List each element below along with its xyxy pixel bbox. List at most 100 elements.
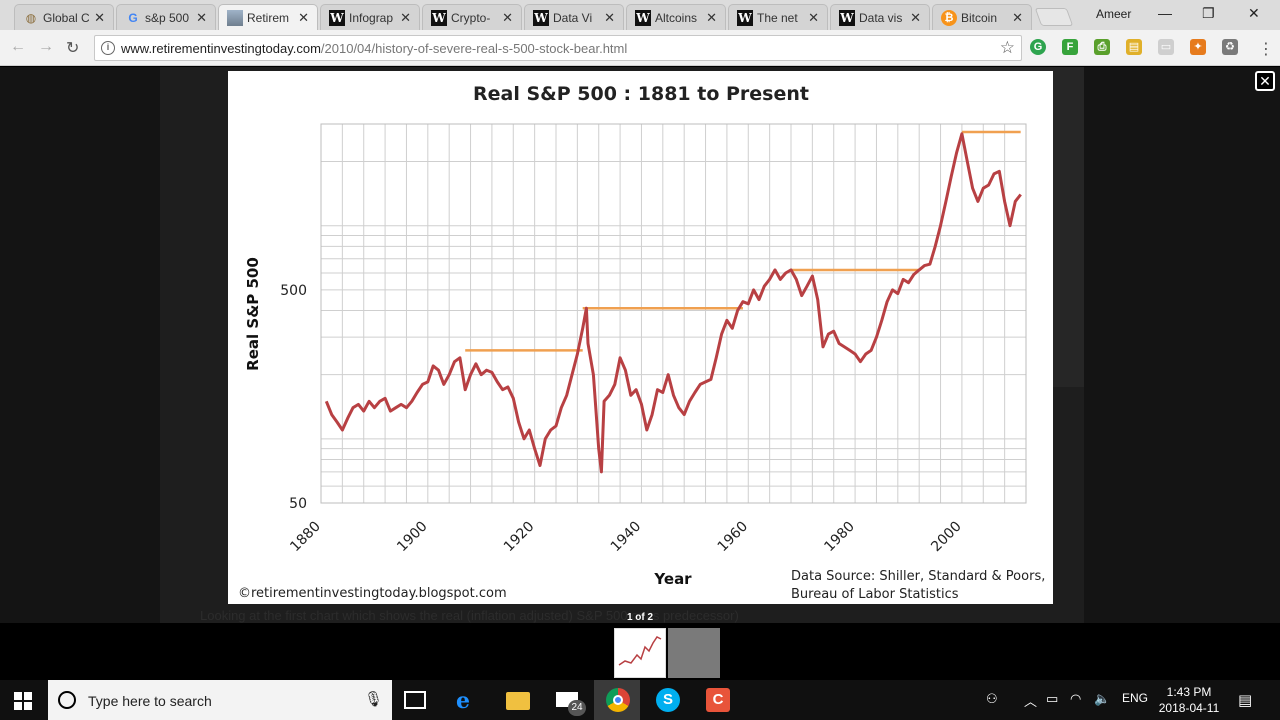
plot-area-border xyxy=(320,123,1027,504)
mail-badge: 24 xyxy=(568,700,586,716)
new-tab-button[interactable] xyxy=(1034,8,1074,26)
microphone-icon[interactable]: 🎙 xyxy=(364,691,384,708)
wifi-icon[interactable]: ◠ xyxy=(1070,691,1082,706)
system-clock[interactable]: 1:43 PM 2018-04-11 xyxy=(1152,684,1226,716)
close-window-icon[interactable]: ✕ xyxy=(1248,5,1260,21)
tab-close-icon[interactable]: ✕ xyxy=(808,10,819,25)
profile-button[interactable]: Ameer xyxy=(1096,7,1132,21)
browser-tab[interactable]: W Infograp ✕ xyxy=(320,4,420,30)
tab-close-icon[interactable]: ✕ xyxy=(94,10,105,25)
article-text: Looking at the first chart which shows t… xyxy=(200,608,739,623)
site-icon xyxy=(227,10,243,26)
tab-label: s&p 500 xyxy=(145,11,190,25)
browser-tab[interactable]: W The net ✕ xyxy=(728,4,828,30)
site-info-icon[interactable]: i xyxy=(101,41,115,55)
address-bar[interactable]: i www.retirementinvestingtoday.com/2010/… xyxy=(94,35,1022,61)
reload-icon[interactable]: ↻ xyxy=(66,40,80,57)
camtasia-icon[interactable]: C xyxy=(706,688,730,712)
x-tick-label: 1880 xyxy=(287,519,324,556)
back-arrow-icon[interactable]: ← xyxy=(10,38,26,55)
wikipedia-icon: W xyxy=(329,10,345,26)
bitcoin-icon: ₿ xyxy=(941,10,957,26)
browser-tab[interactable]: W Data vis ✕ xyxy=(830,4,930,30)
x-tick-label: 1940 xyxy=(608,519,645,556)
restore-icon[interactable]: ❐ xyxy=(1202,5,1215,21)
data-source-line-1: Data Source: Shiller, Standard & Poors, xyxy=(791,569,1045,584)
volume-icon[interactable]: 🔈 xyxy=(1094,691,1111,706)
tab-close-icon[interactable]: ✕ xyxy=(298,10,309,25)
task-view-icon[interactable] xyxy=(404,691,426,709)
wikipedia-icon: W xyxy=(431,10,447,26)
chart: 50 500 1880 1900 1920 1940 1960 1980 2000 Real … xyxy=(238,83,1045,602)
print-extension-icon[interactable]: ⎙ xyxy=(1094,39,1110,55)
browser-tab[interactable]: W Altcoins ✕ xyxy=(626,4,726,30)
tab-label: Bitcoin xyxy=(961,11,998,25)
tab-label: Data vis xyxy=(859,11,903,25)
wikipedia-icon: W xyxy=(635,10,651,26)
tab-close-icon[interactable]: ✕ xyxy=(1012,10,1023,25)
chart-grid xyxy=(320,123,1027,504)
chrome-browser-icon[interactable] xyxy=(606,688,630,712)
tab-label: Retirem xyxy=(247,11,290,25)
clock-date: 2018-04-11 xyxy=(1158,701,1220,715)
x-tick-label: 1980 xyxy=(821,519,858,556)
tab-close-icon[interactable]: ✕ xyxy=(910,10,921,25)
image-counter: 1 of 2 xyxy=(626,612,654,623)
tab-close-icon[interactable]: ✕ xyxy=(604,10,615,25)
windows-taskbar: Type here to search 🎙 e 24 S C ⚇ ︿ ▭ ◠ 🔈… xyxy=(0,680,1280,720)
x-tick-label: 1920 xyxy=(501,519,538,556)
notes-extension-icon[interactable]: ▤ xyxy=(1126,39,1142,55)
thumbnail-2[interactable] xyxy=(668,628,720,678)
tab-label: Global C xyxy=(43,11,89,25)
google-icon: G xyxy=(128,11,138,25)
people-icon[interactable]: ⚇ xyxy=(986,691,998,706)
tab-close-icon[interactable]: ✕ xyxy=(400,10,411,25)
browser-tab[interactable]: W Crypto- ✕ xyxy=(422,4,522,30)
bookmark-star-icon[interactable]: ☆ xyxy=(999,38,1015,57)
tab-close-icon[interactable]: ✕ xyxy=(706,10,717,25)
lightbox-close-icon[interactable]: ✕ xyxy=(1255,71,1275,91)
show-hidden-icons-chevron[interactable]: ︿ xyxy=(1024,694,1038,709)
browser-tab[interactable]: W Data Vi ✕ xyxy=(524,4,624,30)
x-tick-label: 2000 xyxy=(928,519,965,556)
grammarly-extension-icon[interactable]: G xyxy=(1030,39,1046,55)
thumbnail-1[interactable] xyxy=(614,628,666,678)
browser-tab[interactable]: Retirem ✕ xyxy=(218,4,318,30)
windows-start-icon[interactable] xyxy=(14,692,32,710)
input-language[interactable]: ENG xyxy=(1122,691,1149,705)
tab-close-icon[interactable]: ✕ xyxy=(502,10,513,25)
cast-extension-icon[interactable]: ▭ xyxy=(1158,39,1174,55)
tab-close-icon[interactable]: ✕ xyxy=(196,10,207,25)
thumbnail-chart-icon xyxy=(618,636,662,666)
x-axis-ticks: 1880 1900 1920 1940 1960 1980 2000 xyxy=(287,519,964,556)
feedly-extension-icon[interactable]: F xyxy=(1062,39,1078,55)
skype-icon[interactable]: S xyxy=(656,688,680,712)
browser-tab[interactable]: ◍ Global C ✕ xyxy=(14,4,114,30)
x-tick-label: 1960 xyxy=(715,519,752,556)
tab-label: Altcoins xyxy=(655,11,698,25)
recycle-extension-icon[interactable]: ♻ xyxy=(1222,39,1238,55)
battery-icon[interactable]: ▭ xyxy=(1046,691,1059,706)
browser-tab[interactable]: ₿ Bitcoin ✕ xyxy=(932,4,1032,30)
metamask-extension-icon[interactable]: ✦ xyxy=(1190,39,1206,55)
y-axis-ticks: 50 500 xyxy=(280,283,307,512)
edge-browser-icon[interactable]: e xyxy=(456,688,470,714)
clock-time: 1:43 PM xyxy=(1166,685,1212,699)
mail-icon[interactable]: 24 xyxy=(556,688,586,716)
y-tick-label: 500 xyxy=(280,283,307,299)
action-center-icon[interactable]: ▤ xyxy=(1238,692,1253,709)
globe-icon: ◍ xyxy=(25,11,37,25)
y-tick-label: 50 xyxy=(289,496,307,512)
chart-title: Real S&P 500 : 1881 to Present xyxy=(473,83,809,105)
wikipedia-icon: W xyxy=(533,10,549,26)
file-explorer-icon[interactable] xyxy=(506,692,530,710)
browser-menu-icon[interactable]: ⋮ xyxy=(1258,41,1274,58)
forward-arrow-icon[interactable]: → xyxy=(38,38,54,55)
url-text[interactable]: www.retirementinvestingtoday.com/2010/04… xyxy=(121,41,627,56)
taskbar-search[interactable]: Type here to search 🎙 xyxy=(48,680,392,720)
minimize-icon[interactable]: — xyxy=(1158,5,1172,21)
lightbox-image: 50 500 1880 1900 1920 1940 1960 1980 2000 Real … xyxy=(228,71,1053,604)
cortana-icon xyxy=(58,691,76,709)
